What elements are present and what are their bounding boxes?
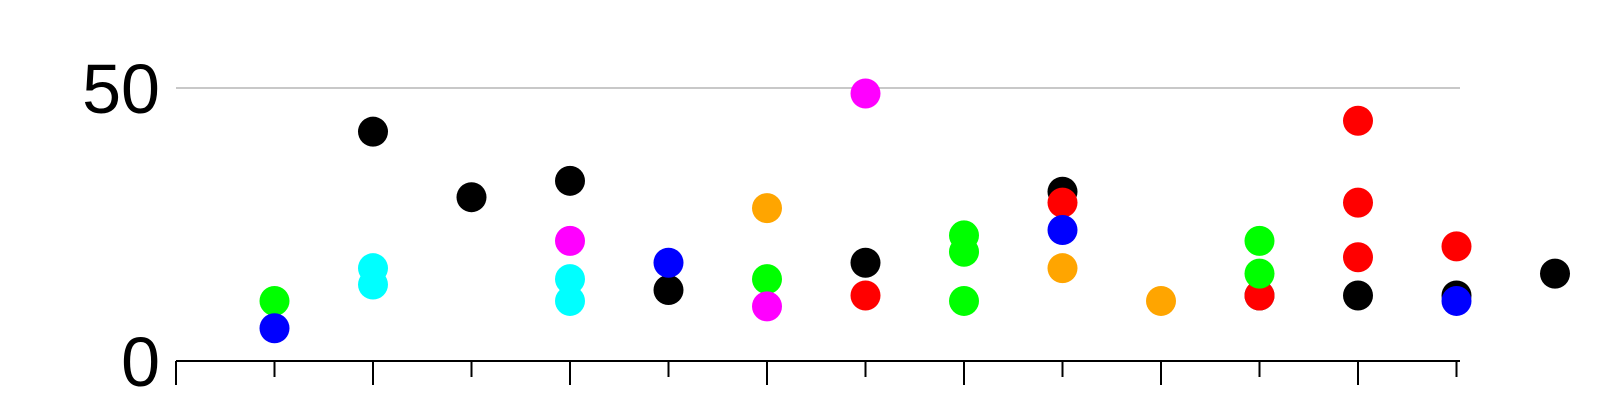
data-point-s3-p2 <box>1047 214 1078 245</box>
data-point-s4-p1 <box>358 253 388 284</box>
data-point-s0-p3 <box>653 275 684 306</box>
y-tick-label-0: 0 <box>121 323 160 400</box>
data-point-s6-p2 <box>1146 285 1176 316</box>
data-point-s1-p4 <box>1343 187 1373 218</box>
data-point-s5-p1 <box>752 291 782 322</box>
data-point-s2-p2 <box>949 285 979 316</box>
data-point-s0-p0 <box>358 116 388 147</box>
data-point-s0-p4 <box>850 247 881 278</box>
data-point-s6-p1 <box>1047 253 1078 284</box>
data-point-s2-p5 <box>1244 258 1275 289</box>
data-point-s1-p1 <box>1047 187 1078 218</box>
y-tick-labels: 0 50 <box>82 50 160 400</box>
data-point-s1-p2 <box>1244 280 1275 311</box>
data-points <box>259 78 1570 344</box>
data-point-s2-p6 <box>1244 225 1275 256</box>
data-point-s1-p5 <box>1343 242 1373 273</box>
data-point-s2-p0 <box>259 285 290 316</box>
data-point-s0-p2 <box>555 165 585 196</box>
data-point-s3-p0 <box>259 313 290 344</box>
data-point-s1-p0 <box>850 280 881 311</box>
data-point-s3-p3 <box>1441 285 1472 316</box>
data-point-s1-p6 <box>1441 231 1472 262</box>
x-axis <box>175 360 1460 385</box>
y-tick-label-50: 50 <box>82 50 160 128</box>
data-point-s0-p1 <box>456 182 487 213</box>
data-point-s6-p0 <box>752 193 782 224</box>
data-point-s5-p2 <box>850 78 881 109</box>
data-point-s2-p1 <box>752 264 782 295</box>
data-point-s4-p3 <box>555 264 585 295</box>
data-point-s0-p9 <box>1540 258 1570 289</box>
data-point-s2-p4 <box>949 220 979 251</box>
data-point-s0-p7 <box>1343 280 1373 311</box>
data-point-s3-p1 <box>653 247 684 278</box>
data-point-s1-p3 <box>1343 105 1373 136</box>
data-point-s5-p0 <box>555 225 585 256</box>
data-point-s4-p2 <box>555 285 585 316</box>
